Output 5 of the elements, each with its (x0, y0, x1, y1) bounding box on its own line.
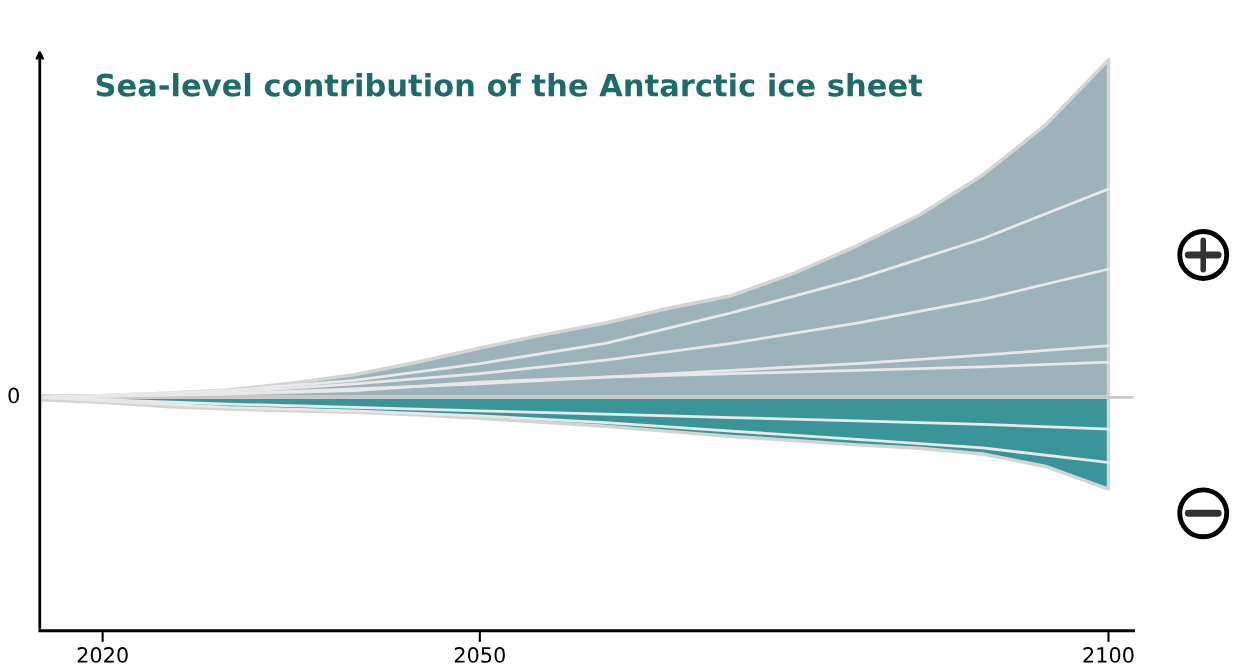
x-tick-label: 2020 (77, 647, 128, 663)
x-tick-label: 2100 (1083, 647, 1134, 663)
x-tick-label: 2050 (454, 647, 505, 663)
ref-line-label: 0 (8, 387, 19, 404)
chart-title: Sea-level contribution of the Antarctic ice sheet (96, 73, 923, 97)
